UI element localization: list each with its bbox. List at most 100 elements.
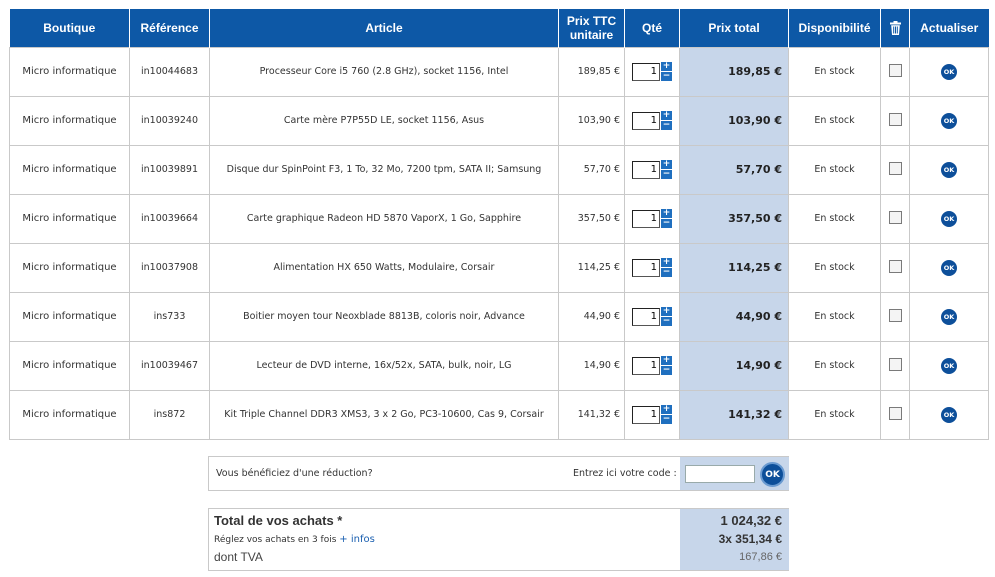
- cell-quantity: + −: [624, 291, 680, 342]
- discount-ok-button[interactable]: OK: [760, 462, 785, 487]
- cell-unit-price: 14,90 €: [558, 340, 625, 391]
- delete-checkbox[interactable]: [888, 112, 902, 126]
- cell-availability: En stock: [788, 46, 881, 97]
- stepper-buttons: + −: [661, 160, 672, 179]
- increment-button[interactable]: +: [661, 61, 672, 71]
- unit-price-header-line1: Prix TTC: [566, 13, 617, 28]
- stepper-buttons: + −: [661, 307, 672, 326]
- quantity-input[interactable]: [632, 160, 660, 179]
- delete-checkbox[interactable]: [888, 63, 902, 77]
- tva-label: dont TVA: [214, 550, 263, 564]
- cell-total-price: 141,32 €: [679, 389, 789, 440]
- discount-code-input[interactable]: [685, 465, 755, 483]
- increment-button[interactable]: +: [661, 404, 672, 414]
- increment-button[interactable]: +: [661, 208, 672, 218]
- delete-checkbox[interactable]: [888, 308, 902, 322]
- update-ok-button[interactable]: OK: [941, 259, 957, 276]
- cell-shop: Micro informatique: [9, 242, 130, 293]
- table-row: Micro informatique in10039891 Disque dur…: [9, 144, 989, 195]
- quantity-stepper: + −: [632, 209, 672, 228]
- cell-delete: [880, 389, 910, 440]
- cell-total-price: 114,25 €: [679, 242, 789, 293]
- installment-info-link[interactable]: + infos: [339, 534, 375, 545]
- quantity-stepper: + −: [632, 62, 672, 81]
- cell-update: OK: [909, 389, 989, 440]
- decrement-button[interactable]: −: [661, 218, 672, 228]
- quantity-input[interactable]: [632, 111, 660, 130]
- total-value: 1 024,32 €: [720, 513, 782, 528]
- cell-delete: [880, 144, 910, 195]
- update-ok-button[interactable]: OK: [941, 357, 957, 374]
- table-row: Micro informatique in10044683 Processeur…: [9, 46, 989, 97]
- cell-reference: in10039240: [129, 95, 210, 146]
- cell-delete: [880, 95, 910, 146]
- decrement-button[interactable]: −: [661, 316, 672, 326]
- quantity-stepper: + −: [632, 111, 672, 130]
- increment-button[interactable]: +: [661, 306, 672, 316]
- cell-shop: Micro informatique: [9, 46, 130, 97]
- quantity-input[interactable]: [632, 62, 660, 81]
- installment-value: 3x 351,34 €: [718, 532, 782, 546]
- cell-availability: En stock: [788, 193, 881, 244]
- update-ok-button[interactable]: OK: [941, 63, 957, 80]
- update-ok-button[interactable]: OK: [941, 112, 957, 129]
- cell-article: Disque dur SpinPoint F3, 1 To, 32 Mo, 72…: [209, 144, 559, 195]
- update-ok-button[interactable]: OK: [941, 308, 957, 325]
- quantity-input[interactable]: [632, 209, 660, 228]
- decrement-button[interactable]: −: [661, 71, 672, 81]
- total-label: Total de vos achats *: [214, 513, 343, 528]
- cell-availability: En stock: [788, 95, 881, 146]
- col-header-update: Actualiser: [909, 9, 989, 47]
- cell-quantity: + −: [624, 95, 680, 146]
- discount-code-label: Entrez ici votre code :: [573, 468, 677, 479]
- cell-reference: in10039664: [129, 193, 210, 244]
- cell-reference: in10039467: [129, 340, 210, 391]
- increment-button[interactable]: +: [661, 257, 672, 267]
- cell-article: Kit Triple Channel DDR3 XMS3, 3 x 2 Go, …: [209, 389, 559, 440]
- cell-availability: En stock: [788, 340, 881, 391]
- cell-shop: Micro informatique: [9, 340, 130, 391]
- tva-value: 167,86 €: [739, 551, 782, 563]
- decrement-button[interactable]: −: [661, 414, 672, 424]
- cell-shop: Micro informatique: [9, 291, 130, 342]
- cell-article: Lecteur de DVD interne, 16x/52x, SATA, b…: [209, 340, 559, 391]
- installment-label: Réglez vos achats en 3 fois: [214, 535, 337, 545]
- delete-checkbox[interactable]: [888, 161, 902, 175]
- cell-quantity: + −: [624, 340, 680, 391]
- decrement-button[interactable]: −: [661, 120, 672, 130]
- increment-button[interactable]: +: [661, 159, 672, 169]
- col-header-availability: Disponibilité: [788, 9, 881, 47]
- update-ok-button[interactable]: OK: [941, 406, 957, 423]
- quantity-input[interactable]: [632, 405, 660, 424]
- cell-quantity: + −: [624, 193, 680, 244]
- discount-code-box: Vous bénéficiez d'une réduction? Entrez …: [208, 456, 789, 491]
- installment-text: Réglez vos achats en 3 fois + infos: [214, 534, 375, 545]
- cell-total-price: 189,85 €: [679, 46, 789, 97]
- update-ok-button[interactable]: OK: [941, 161, 957, 178]
- table-header-row: Boutique Référence Article Prix TTC unit…: [9, 9, 989, 47]
- quantity-input[interactable]: [632, 258, 660, 277]
- cell-availability: En stock: [788, 291, 881, 342]
- cell-total-price: 14,90 €: [679, 340, 789, 391]
- delete-checkbox[interactable]: [888, 259, 902, 273]
- cell-unit-price: 189,85 €: [558, 46, 625, 97]
- cell-unit-price: 141,32 €: [558, 389, 625, 440]
- increment-button[interactable]: +: [661, 110, 672, 120]
- increment-button[interactable]: +: [661, 355, 672, 365]
- delete-checkbox[interactable]: [888, 210, 902, 224]
- update-ok-button[interactable]: OK: [941, 210, 957, 227]
- delete-checkbox[interactable]: [888, 406, 902, 420]
- decrement-button[interactable]: −: [661, 267, 672, 277]
- cell-article: Carte mère P7P55D LE, socket 1156, Asus: [209, 95, 559, 146]
- delete-checkbox[interactable]: [888, 357, 902, 371]
- col-header-unit-price: Prix TTC unitaire: [558, 9, 625, 47]
- quantity-input[interactable]: [632, 356, 660, 375]
- quantity-stepper: + −: [632, 405, 672, 424]
- cell-delete: [880, 340, 910, 391]
- decrement-button[interactable]: −: [661, 365, 672, 375]
- decrement-button[interactable]: −: [661, 169, 672, 179]
- unit-price-header-line2: unitaire: [569, 27, 614, 42]
- cell-shop: Micro informatique: [9, 144, 130, 195]
- quantity-input[interactable]: [632, 307, 660, 326]
- order-totals-box: Total de vos achats * 1 024,32 € Réglez …: [208, 508, 789, 571]
